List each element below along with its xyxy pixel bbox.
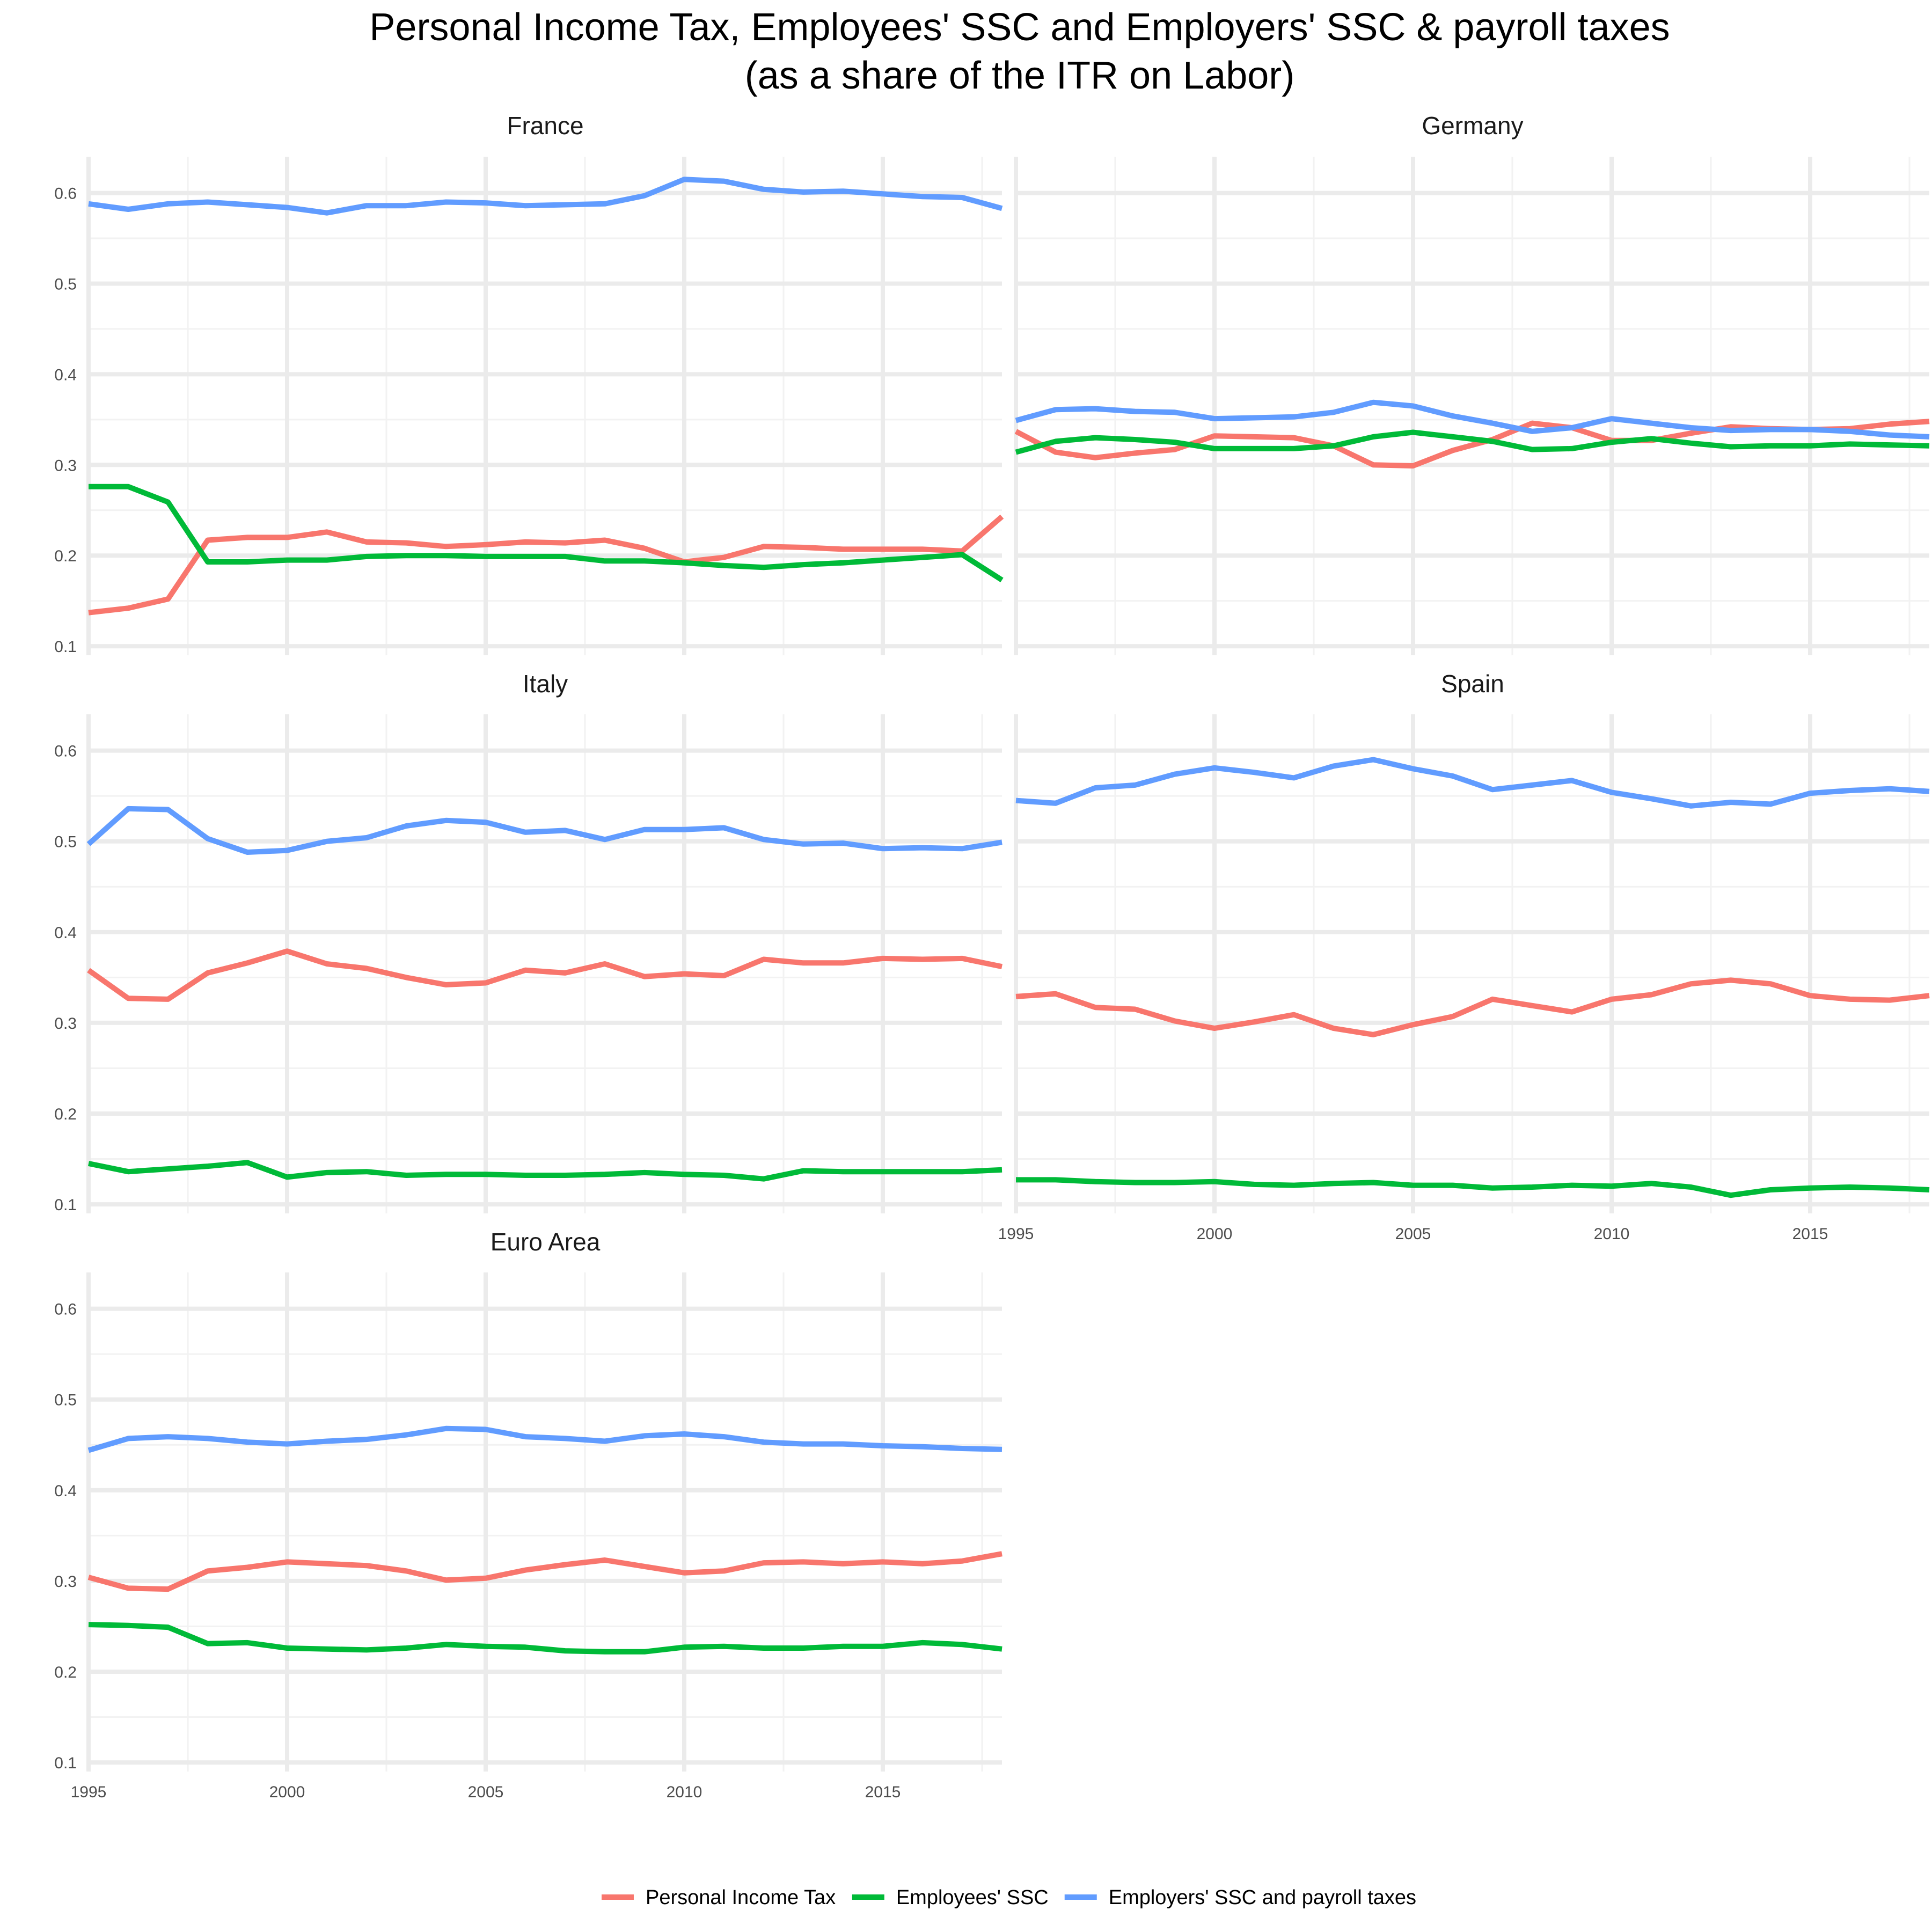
y-tick-label: 0.4 xyxy=(54,366,77,384)
x-tick-label: 2010 xyxy=(667,1783,702,1801)
chart-title-line-1: Personal Income Tax, Employees' SSC and … xyxy=(369,6,1670,49)
panel-title: Germany xyxy=(1422,112,1523,140)
panel-germany: Germany xyxy=(1014,112,1930,655)
series-line-employees-ssc xyxy=(1016,1177,1930,1198)
series-line-employees-ssc xyxy=(88,1622,1002,1655)
y-tick-label: 0.3 xyxy=(54,1015,77,1033)
y-tick-label: 0.2 xyxy=(54,547,77,565)
series-line-employees-ssc xyxy=(87,1160,1002,1182)
panel-spain: Spain 1995 2000 2005 2010 2015 xyxy=(998,670,1930,1243)
x-tick-label: 2000 xyxy=(269,1783,305,1801)
panel-background xyxy=(89,1272,1002,1772)
y-tick-label: 0.1 xyxy=(54,1196,77,1214)
panel-title: France xyxy=(507,112,583,140)
series-line-employers-ssc xyxy=(1015,399,1930,440)
series-line-employees-ssc xyxy=(1015,429,1930,455)
panel-background xyxy=(1016,714,1929,1213)
y-tick-label: 0.1 xyxy=(54,638,77,656)
legend-item-employers-ssc: Employers' SSC and payroll taxes xyxy=(1064,1886,1416,1909)
series-line-employees-ssc xyxy=(89,484,1004,583)
y-tick-label: 0.4 xyxy=(54,924,77,942)
series-line-employers-ssc xyxy=(86,806,1002,855)
y-tick-label: 0.2 xyxy=(54,1664,77,1681)
panel-title: Italy xyxy=(523,670,568,698)
y-tick-label: 0.6 xyxy=(54,743,77,760)
y-tick-label: 0.4 xyxy=(54,1482,77,1500)
legend-item-personal-income-tax: Personal Income Tax xyxy=(601,1886,836,1909)
y-tick-label: 0.6 xyxy=(54,185,77,203)
y-tick-label: 0.5 xyxy=(54,833,77,851)
x-tick-label: 2010 xyxy=(1594,1225,1630,1243)
x-tick-label: 2015 xyxy=(1792,1225,1828,1243)
y-tick-label: 0.1 xyxy=(54,1754,77,1772)
x-tick-label: 2015 xyxy=(865,1783,901,1801)
panel-background xyxy=(1016,157,1929,655)
panel-background xyxy=(89,714,1002,1213)
series-line-employers-ssc xyxy=(88,177,1003,216)
y-tick-label: 0.6 xyxy=(54,1301,77,1319)
x-tick-label: 2000 xyxy=(1197,1225,1233,1243)
x-tick-label: 1995 xyxy=(71,1783,107,1801)
y-tick-label: 0.3 xyxy=(54,1573,77,1591)
panel-title: Euro Area xyxy=(491,1228,601,1256)
panel-background xyxy=(89,157,1002,655)
series-line-employers-ssc xyxy=(1015,757,1930,809)
panel-euro-area: Euro Area 0.1 0.2 0.3 0.4 0.5 0.6 1995 2000 2005 2… xyxy=(54,1228,1002,1801)
series-line-personal-income-tax xyxy=(1015,977,1930,1037)
legend: Personal Income Tax Employees' SSC Employe… xyxy=(601,1886,1416,1909)
panel-france: France 0.1 0.2 0.3 0.4 0.5 0.6 xyxy=(54,112,1004,656)
y-tick-label: 0.3 xyxy=(54,457,77,474)
legend-label: Personal Income Tax xyxy=(646,1886,836,1909)
y-tick-label: 0.2 xyxy=(54,1106,77,1123)
legend-item-employees-ssc: Employees' SSC xyxy=(852,1886,1049,1909)
chart-title-line-2: (as a share of the ITR on Labor) xyxy=(745,54,1295,97)
panel-italy: Italy 0.1 0.2 0.3 0.4 0.5 0.6 xyxy=(54,670,1003,1214)
panel-title: Spain xyxy=(1441,670,1504,698)
legend-label: Employers' SSC and payroll taxes xyxy=(1109,1886,1416,1909)
series-line-personal-income-tax xyxy=(87,948,1003,1002)
x-tick-label: 2005 xyxy=(468,1783,504,1801)
series-line-employers-ssc xyxy=(87,1425,1002,1453)
facet-panels: France 0.1 0.2 0.3 0.4 0.5 0.6 Germany Italy 0.1 0… xyxy=(54,112,1930,1801)
legend-label: Employees' SSC xyxy=(896,1886,1049,1909)
x-tick-label: 1995 xyxy=(998,1225,1034,1243)
y-tick-label: 0.5 xyxy=(54,1392,77,1409)
series-line-personal-income-tax xyxy=(88,514,1004,616)
series-line-personal-income-tax xyxy=(87,1551,1002,1592)
y-tick-label: 0.5 xyxy=(54,275,77,293)
x-tick-label: 2005 xyxy=(1395,1225,1431,1243)
